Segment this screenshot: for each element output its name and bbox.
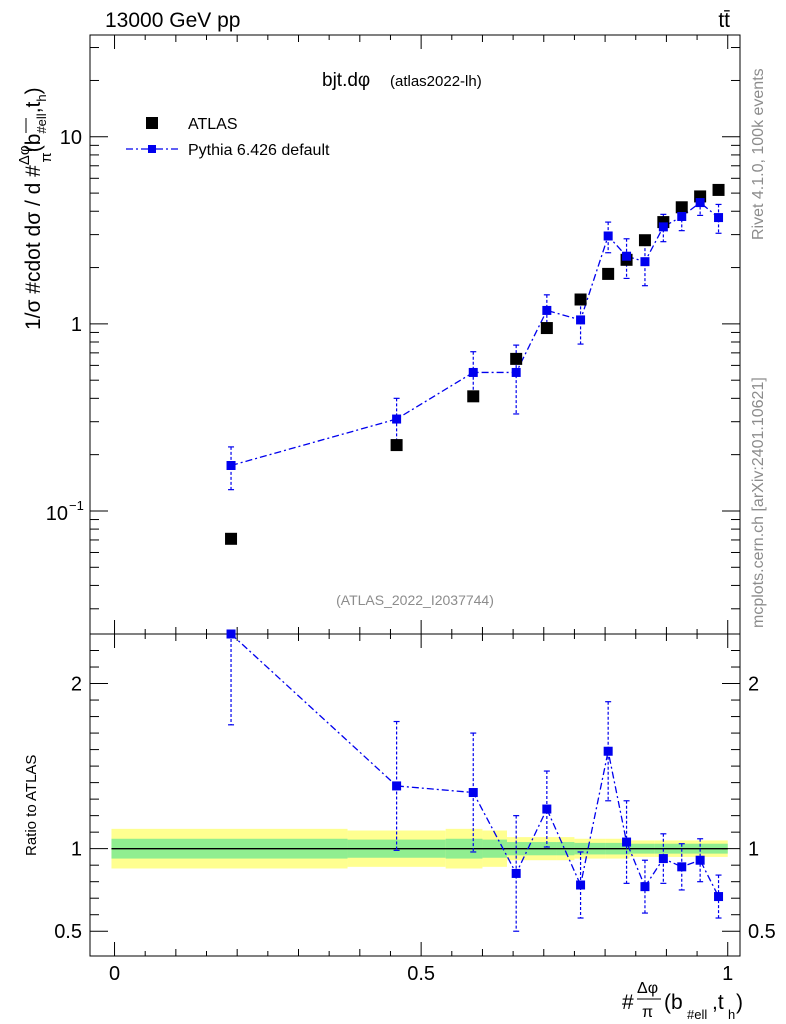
mcplots-label: mcplots.cern.ch [arXiv:2401.10621] (750, 377, 767, 628)
plot-title: bjt.dφ (322, 70, 370, 91)
atlas-data-point (574, 293, 587, 306)
ratio-plot-marks (226, 629, 724, 932)
atlas-data-point (638, 234, 651, 247)
ratio-data-point (511, 868, 521, 878)
pythia-data-point (658, 222, 668, 232)
pythia-data-point (468, 367, 478, 377)
pythia-data-point (226, 461, 236, 471)
pythia-data-point (695, 198, 705, 208)
svg-text:(b: (b (664, 991, 683, 1014)
x-axis-label: # Δφ π (b #ell ,t h ) (622, 980, 743, 1022)
atlas-data-point (675, 201, 688, 214)
atlas-data-point (225, 532, 238, 545)
pythia-data-point (677, 211, 687, 221)
ratio-data-point (714, 892, 724, 902)
x-tick-label: 0 (109, 963, 120, 985)
ratio-data-point (468, 788, 478, 798)
atlas-data-point (540, 322, 553, 335)
beam-label: 13000 GeV pp (105, 9, 240, 32)
ratio-tick-label-left: 2 (71, 674, 82, 696)
pythia-data-point (542, 305, 552, 315)
atlas-data-point (602, 267, 615, 280)
process-label: tt̄ (718, 9, 730, 32)
ratio-tick-label-right: 1 (748, 839, 759, 861)
ratio-data-point (603, 746, 613, 756)
legend-pythia-marker (148, 145, 156, 153)
ratio-data-point (695, 855, 705, 865)
y-tick-label-1: 1 (71, 314, 82, 336)
ratio-uncertainty-bands (111, 828, 728, 869)
ratio-data-point (677, 862, 687, 872)
svg-text:#ell: #ell (687, 1007, 707, 1022)
y-tick-label-0p1: 10 (46, 503, 68, 525)
pythia-data-point (392, 414, 402, 424)
atlas-data-point (712, 183, 725, 196)
pythia-data-point (622, 251, 632, 261)
ratio-tick-label-right: 0.5 (748, 921, 776, 943)
y-tick-label-10: 10 (60, 127, 82, 149)
ratio-data-point (226, 629, 236, 639)
ratio-tick-label-left: 0.5 (54, 921, 82, 943)
svg-text:,t: ,t (712, 991, 724, 1014)
y-tick-label-0p1-exponent: −1 (69, 498, 84, 513)
atlas-data-point (510, 352, 523, 365)
pythia-data-point (640, 257, 650, 267)
x-tick-label: 0.5 (407, 963, 435, 985)
atlas-data-point (467, 390, 480, 403)
plot-subtitle: (atlas2022-lh) (390, 73, 482, 90)
rivet-version-label: Rivet 4.1.0, 100k events (750, 68, 767, 240)
main-plot-marks (225, 183, 725, 545)
pythia-data-point (603, 231, 613, 241)
svg-text:π: π (642, 1004, 653, 1021)
legend-atlas-marker (146, 117, 158, 129)
analysis-label: (ATLAS_2022_I2037744) (336, 592, 494, 608)
pythia-data-point (576, 315, 586, 325)
svg-text:): ) (736, 991, 743, 1014)
y-axis-label-main: 1/σ #cdot dσ / d #Δφ π(b#ell,th) (16, 87, 55, 330)
ratio-data-point (658, 854, 668, 864)
legend: ATLAS Pythia 6.426 default (126, 116, 330, 159)
atlas-data-point (390, 439, 403, 452)
pythia-data-point (511, 367, 521, 377)
ratio-data-point (622, 837, 632, 847)
legend-pythia-label: Pythia 6.426 default (188, 142, 330, 159)
svg-text:#: # (622, 991, 634, 1014)
pythia-data-point (714, 213, 724, 223)
ratio-tick-label-left: 1 (71, 839, 82, 861)
ratio-plot-frame (89, 633, 741, 957)
svg-text:1/σ #cdot dσ / d #Δφπ(b#ell,th: 1/σ #cdot dσ / d #Δφ π(b#ell,th) (16, 87, 55, 330)
svg-text:h: h (728, 1007, 735, 1022)
x-tick-label: 1 (722, 963, 733, 985)
svg-text:Δφ: Δφ (637, 980, 658, 997)
ratio-data-point (576, 880, 586, 890)
legend-atlas-label: ATLAS (188, 116, 238, 133)
y-axis-label-ratio: Ratio to ATLAS (23, 755, 40, 856)
ratio-data-point (640, 882, 650, 892)
ratio-data-point (392, 781, 402, 791)
ratio-tick-label-right: 2 (748, 674, 759, 696)
ratio-data-point (542, 804, 552, 814)
